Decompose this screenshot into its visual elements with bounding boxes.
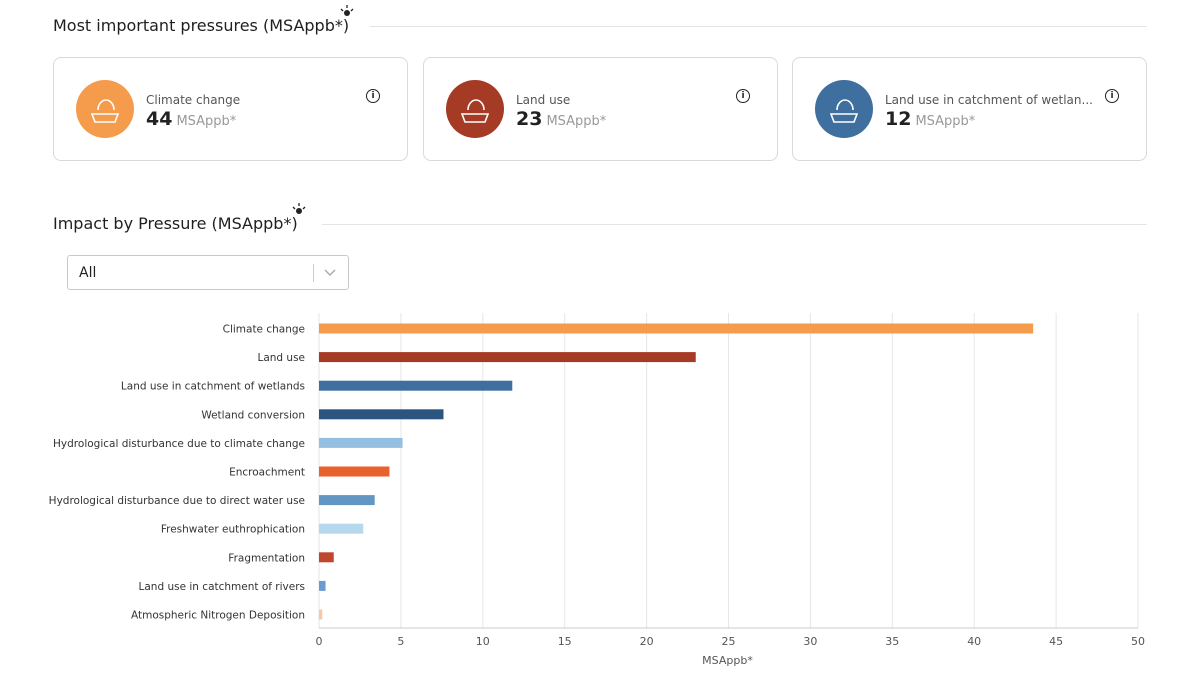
info-button[interactable]: i bbox=[1105, 89, 1119, 103]
x-tick-label: 10 bbox=[476, 635, 490, 648]
dropdown-separator bbox=[313, 264, 314, 282]
hint-icon[interactable] bbox=[292, 202, 306, 218]
dropdown-value: All bbox=[79, 265, 97, 281]
pressure-icon bbox=[815, 80, 873, 138]
bar bbox=[319, 580, 326, 591]
pressure-icon bbox=[76, 80, 134, 138]
pressure-card: Land use in catchment of wetlan... 12 MSAp… bbox=[792, 57, 1147, 161]
card-label: Land use bbox=[516, 93, 571, 107]
card-unit: MSAppb* bbox=[546, 114, 607, 129]
card-value: 44 MSAppb* bbox=[146, 108, 236, 130]
bar bbox=[319, 352, 696, 363]
card-unit: MSAppb* bbox=[915, 114, 976, 129]
x-tick-label: 35 bbox=[885, 635, 899, 648]
card-unit: MSAppb* bbox=[176, 114, 237, 129]
y-tick-label: Freshwater euthrophication bbox=[161, 524, 305, 536]
card-number: 44 bbox=[146, 108, 173, 130]
y-tick-label: Wetland conversion bbox=[201, 409, 305, 421]
x-tick-label: 15 bbox=[558, 635, 572, 648]
bar bbox=[319, 437, 403, 448]
pressure-card: Climate change 44 MSAppb* i bbox=[53, 57, 408, 161]
icon-glyph bbox=[460, 99, 490, 123]
pressure-card: Land use 23 MSAppb* i bbox=[423, 57, 778, 161]
card-value: 12 MSAppb* bbox=[885, 108, 975, 130]
bar bbox=[319, 323, 1034, 334]
card-label: Climate change bbox=[146, 93, 241, 107]
x-tick-label: 5 bbox=[397, 635, 404, 648]
y-tick-label: Land use bbox=[257, 352, 305, 364]
y-tick-label: Atmospheric Nitrogen Deposition bbox=[131, 610, 305, 622]
divider bbox=[370, 26, 1147, 27]
bar bbox=[319, 523, 364, 534]
y-tick-label: Fragmentation bbox=[228, 552, 305, 564]
pressure-icon bbox=[446, 80, 504, 138]
card-number: 23 bbox=[516, 108, 543, 130]
bar bbox=[319, 552, 334, 563]
bar bbox=[319, 409, 444, 420]
y-tick-label: Hydrological disturbance due to direct w… bbox=[49, 495, 305, 507]
x-axis-label: MSAppb* bbox=[702, 654, 753, 667]
x-tick-label: 0 bbox=[316, 635, 323, 648]
x-tick-label: 25 bbox=[722, 635, 736, 648]
x-tick-label: 20 bbox=[640, 635, 654, 648]
info-button[interactable]: i bbox=[366, 89, 380, 103]
card-number: 12 bbox=[885, 108, 912, 130]
bar bbox=[319, 380, 513, 391]
hint-icon[interactable] bbox=[340, 4, 354, 20]
icon-glyph bbox=[90, 99, 120, 123]
y-tick-label: Hydrological disturbance due to climate … bbox=[53, 438, 305, 450]
card-label: Land use in catchment of wetlan... bbox=[885, 93, 1093, 107]
y-tick-label: Encroachment bbox=[229, 467, 305, 479]
section-title: Impact by Pressure (MSAppb*) bbox=[53, 214, 298, 233]
icon-glyph bbox=[829, 99, 859, 123]
bar bbox=[319, 466, 390, 477]
x-tick-label: 40 bbox=[967, 635, 981, 648]
y-tick-label: Land use in catchment of rivers bbox=[139, 581, 305, 593]
bar bbox=[319, 495, 375, 506]
x-tick-label: 30 bbox=[803, 635, 817, 648]
bar bbox=[319, 609, 323, 620]
card-value: 23 MSAppb* bbox=[516, 108, 606, 130]
info-button[interactable]: i bbox=[736, 89, 750, 103]
x-tick-label: 50 bbox=[1131, 635, 1145, 648]
dropdown-arrow bbox=[324, 269, 336, 276]
y-tick-label: Climate change bbox=[223, 324, 305, 336]
divider bbox=[322, 224, 1147, 225]
y-tick-label: Land use in catchment of wetlands bbox=[121, 381, 305, 393]
filter-dropdown[interactable]: All bbox=[67, 255, 349, 290]
x-tick-label: 45 bbox=[1049, 635, 1063, 648]
chart: 0 5 10 15 20 25 30 35 40 45 50 MSAppb* Climate chang… bbox=[49, 313, 1145, 667]
section-title: Most important pressures (MSAppb*) bbox=[53, 16, 350, 35]
